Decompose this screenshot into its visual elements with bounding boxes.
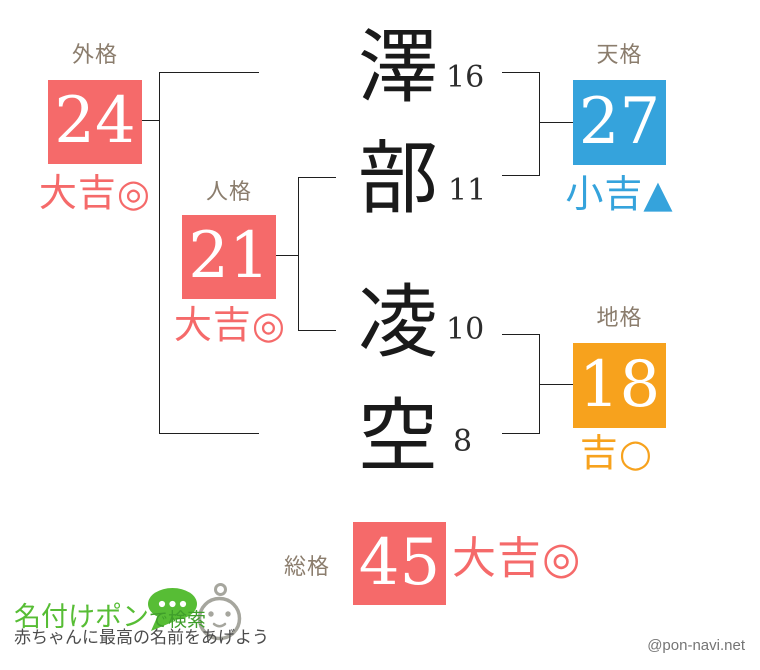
- baby-face-icon: [197, 583, 242, 641]
- connector-line: [159, 72, 160, 434]
- connector-line: [298, 177, 299, 331]
- connector-line: [539, 72, 540, 176]
- stroke-count-4: 8: [453, 424, 473, 459]
- gaikaku-luck: 大吉◎: [38, 171, 152, 215]
- stroke-count-3: 10: [446, 312, 485, 347]
- connector-line: [502, 72, 540, 73]
- speech-bubble-icon: [148, 588, 197, 631]
- connector-line: [539, 122, 573, 123]
- chikaku-value: 18: [578, 347, 661, 422]
- connector-line: [159, 433, 259, 434]
- stroke-count-1: 16: [446, 60, 485, 95]
- name-char-2: 部: [358, 132, 438, 225]
- gaikaku-value: 24: [54, 84, 136, 158]
- soukaku-value: 45: [358, 525, 441, 600]
- site-credit: @pon-navi.net: [647, 637, 745, 654]
- tenkaku-value-box: 27: [573, 80, 666, 165]
- jinkaku-luck: 大吉◎: [173, 303, 287, 347]
- logo-icon-group: [138, 576, 248, 651]
- name-char-4: 空: [358, 390, 438, 483]
- gaikaku-label: 外格: [71, 42, 118, 67]
- connector-line: [539, 384, 573, 385]
- connector-line: [502, 175, 540, 176]
- connector-line: [298, 330, 336, 331]
- jinkaku-value: 21: [188, 219, 270, 293]
- name-char-3: 凌: [358, 276, 438, 369]
- tenkaku-label: 天格: [596, 42, 643, 67]
- soukaku-value-box: 45: [353, 522, 446, 605]
- tagline-text: 赤ちゃんに最高の名前をあげよう: [14, 628, 269, 647]
- chikaku-value-box: 18: [573, 343, 666, 428]
- connector-line: [502, 334, 540, 335]
- tenkaku-luck: 小吉▲: [565, 172, 674, 216]
- jinkaku-value-box: 21: [182, 215, 276, 299]
- connector-line: [142, 120, 160, 121]
- tenkaku-value: 27: [578, 84, 661, 159]
- connector-line: [159, 72, 259, 73]
- connector-line: [298, 177, 336, 178]
- soukaku-label: 総格: [283, 554, 330, 579]
- connector-line: [502, 433, 540, 434]
- logo-suffix-text: で検索: [149, 610, 207, 631]
- gaikaku-value-box: 24: [48, 80, 142, 164]
- logo-text: 名付けポン: [14, 602, 149, 632]
- logo-wordmark: 名付けポン で検索: [14, 602, 206, 633]
- jinkaku-label: 人格: [205, 179, 252, 204]
- stroke-count-2: 11: [448, 173, 487, 208]
- chikaku-luck: 吉○: [579, 431, 654, 475]
- soukaku-luck: 大吉◎: [452, 533, 582, 584]
- connector-line: [276, 255, 299, 256]
- chikaku-label: 地格: [596, 305, 643, 330]
- name-char-1: 澤: [358, 21, 438, 114]
